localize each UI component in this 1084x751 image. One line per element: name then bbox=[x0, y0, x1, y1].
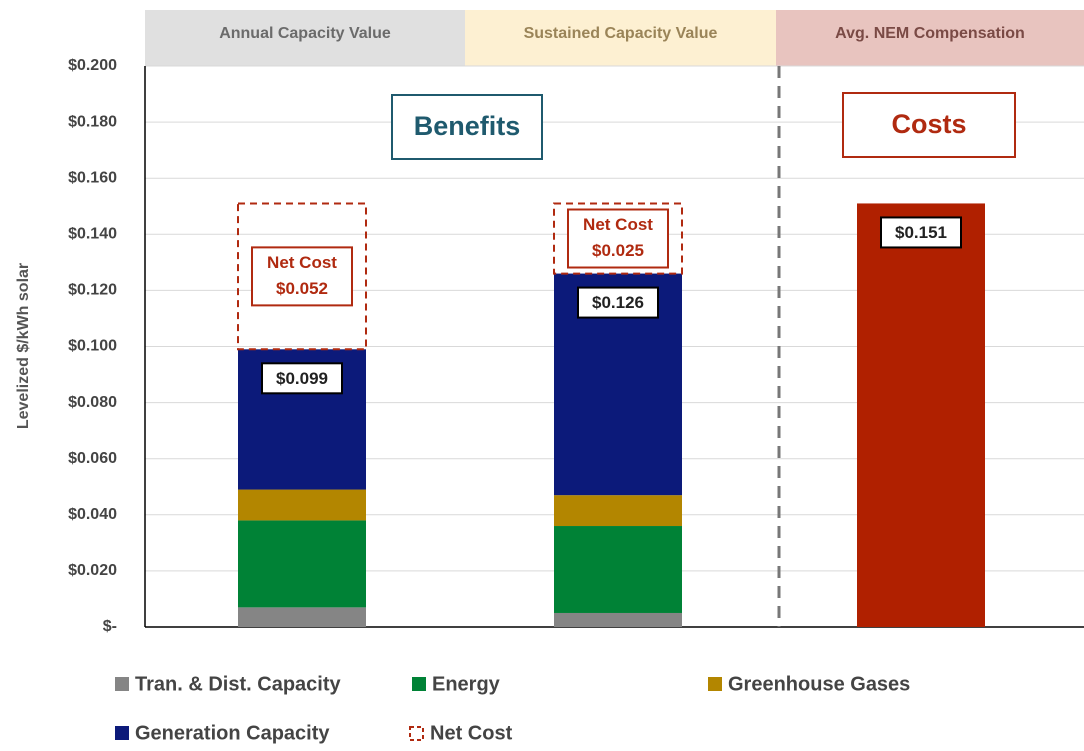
legend-label: Tran. & Dist. Capacity bbox=[135, 673, 341, 695]
legend-swatch bbox=[409, 726, 424, 741]
legend-swatch bbox=[412, 677, 426, 691]
y-tick-label: $0.100 bbox=[68, 338, 117, 355]
legend-label: Net Cost bbox=[430, 722, 513, 744]
bar-segment bbox=[554, 612, 682, 627]
data-label-box bbox=[567, 208, 669, 269]
legend-label: Greenhouse Gases bbox=[728, 673, 910, 695]
y-tick-label: $0.060 bbox=[68, 450, 117, 467]
y-tick-label: $0.140 bbox=[68, 226, 117, 243]
annotation-box bbox=[391, 94, 543, 160]
header-band bbox=[465, 10, 776, 66]
total-label: $0.099 bbox=[276, 369, 328, 388]
annotation: Benefits bbox=[414, 111, 521, 141]
y-tick-label: $0.200 bbox=[68, 57, 117, 74]
total-label-box bbox=[261, 362, 343, 395]
total-label-box bbox=[577, 286, 659, 319]
data-label: Net Cost bbox=[583, 215, 653, 234]
data-label-box bbox=[251, 246, 353, 307]
data-label: Net Cost bbox=[267, 253, 337, 272]
data-label: $0.052 bbox=[276, 279, 328, 298]
y-tick-label: $0.040 bbox=[68, 506, 117, 523]
bar-segment bbox=[857, 203, 985, 627]
legend-swatch bbox=[115, 726, 129, 740]
annotation-box bbox=[842, 92, 1016, 158]
data-label: $0.151 bbox=[895, 223, 947, 242]
data-label-box bbox=[880, 216, 962, 249]
legend-swatch bbox=[115, 677, 129, 691]
header-label: Sustained Capacity Value bbox=[524, 25, 718, 42]
bar-segment bbox=[238, 607, 366, 627]
annotation: Costs bbox=[891, 109, 966, 139]
legend-label: Energy bbox=[432, 673, 501, 695]
net-cost-box bbox=[553, 202, 683, 275]
legend-swatch bbox=[708, 677, 722, 691]
bar-segment bbox=[554, 495, 682, 527]
y-tick-label: $- bbox=[103, 618, 117, 635]
bar-segment bbox=[238, 489, 366, 521]
data-label: $0.025 bbox=[592, 241, 644, 260]
y-tick-label: $0.160 bbox=[68, 169, 117, 186]
total-label: $0.126 bbox=[592, 293, 644, 312]
y-axis-label: Levelized $/kWh solar bbox=[15, 263, 32, 429]
y-tick-label: $0.120 bbox=[68, 282, 117, 299]
y-tick-label: $0.080 bbox=[68, 394, 117, 411]
header-label: Avg. NEM Compensation bbox=[835, 25, 1025, 42]
bar-segment bbox=[238, 520, 366, 608]
y-tick-label: $0.180 bbox=[68, 113, 117, 130]
header-band bbox=[776, 10, 1084, 66]
y-tick-label: $0.020 bbox=[68, 562, 117, 579]
header-label: Annual Capacity Value bbox=[219, 25, 391, 42]
bar-segment bbox=[554, 526, 682, 613]
legend-label: Generation Capacity bbox=[135, 722, 330, 744]
net-cost-box bbox=[237, 202, 367, 351]
header-band bbox=[145, 10, 465, 66]
